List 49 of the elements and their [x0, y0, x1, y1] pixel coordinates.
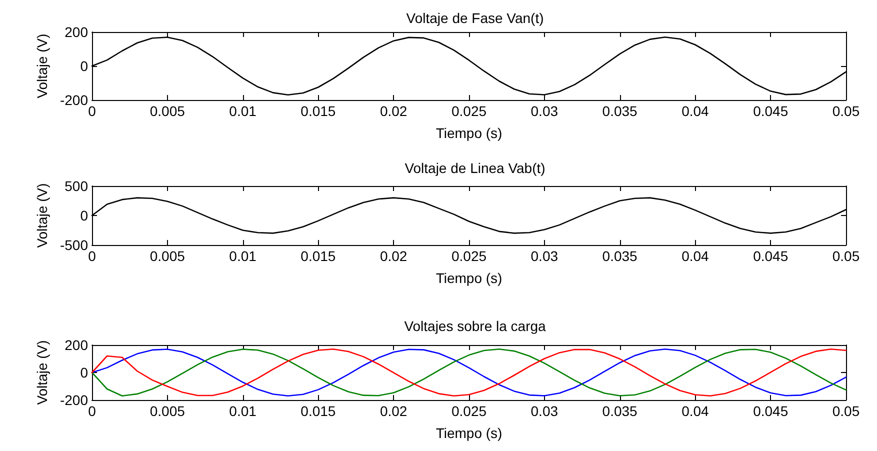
- x-tick-label: 0.01: [229, 103, 257, 119]
- x-tick-label: 0.025: [451, 103, 487, 119]
- y-tick-label: 0: [80, 58, 88, 74]
- x-tick-label: 0.04: [682, 403, 710, 419]
- x-tick-label: 0.005: [150, 248, 186, 264]
- x-tick-label: 0.05: [832, 248, 860, 264]
- x-tick-label: 0.025: [451, 403, 487, 419]
- y-tick-label: -500: [60, 237, 88, 253]
- x-tick-label: 0.045: [753, 403, 788, 419]
- x-tick-label: 0.015: [300, 248, 336, 264]
- chart-title: Voltaje de Linea Vab(t): [404, 160, 546, 176]
- x-tick-label: 0.05: [832, 103, 860, 119]
- x-tick-label: 0.02: [380, 248, 408, 264]
- y-tick-label: 200: [64, 337, 88, 353]
- x-axis-title: Tiempo (s): [436, 425, 502, 441]
- y-tick-label: 500: [64, 178, 88, 194]
- x-tick-label: 0.005: [150, 403, 186, 419]
- x-tick-label: 0.03: [530, 248, 558, 264]
- x-tick-label: 0.025: [451, 248, 487, 264]
- y-axis-title: Voltaje (V): [34, 183, 50, 248]
- y-tick-label: -200: [60, 92, 88, 108]
- x-tick-label: 0.02: [380, 403, 408, 419]
- x-tick-label: 0.035: [602, 403, 638, 419]
- x-tick-label: 0.005: [150, 103, 186, 119]
- y-tick-label: 200: [64, 24, 88, 40]
- y-tick-label: 0: [80, 208, 88, 224]
- y-axis-title: Voltaje (V): [34, 34, 50, 98]
- x-tick-label: 0.05: [832, 403, 860, 419]
- x-tick-label: 0.015: [300, 103, 336, 119]
- x-tick-label: 0.045: [753, 248, 788, 264]
- y-tick-label: -200: [60, 392, 88, 408]
- x-tick-label: 0.02: [380, 103, 408, 119]
- x-tick-label: 0.03: [530, 103, 558, 119]
- y-axis-title: Voltaje (V): [34, 340, 50, 405]
- x-tick-label: 0.03: [530, 403, 558, 419]
- y-tick-label: 0: [80, 364, 88, 380]
- x-tick-label: 0.01: [229, 248, 257, 264]
- chart-title: Voltaje de Fase Van(t): [406, 10, 544, 26]
- x-tick-label: 0.035: [602, 103, 638, 119]
- x-tick-label: 0.035: [602, 248, 638, 264]
- x-axis-title: Tiempo (s): [436, 125, 502, 141]
- x-axis-title: Tiempo (s): [436, 270, 502, 286]
- x-tick-label: 0.01: [229, 403, 257, 419]
- line-series: [91, 348, 847, 397]
- chart-title: Voltajes sobre la carga: [404, 318, 546, 334]
- x-tick-label: 0.045: [753, 103, 788, 119]
- x-tick-label: 0.04: [682, 103, 710, 119]
- x-tick-label: 0.04: [682, 248, 710, 264]
- x-tick-label: 0.015: [300, 403, 336, 419]
